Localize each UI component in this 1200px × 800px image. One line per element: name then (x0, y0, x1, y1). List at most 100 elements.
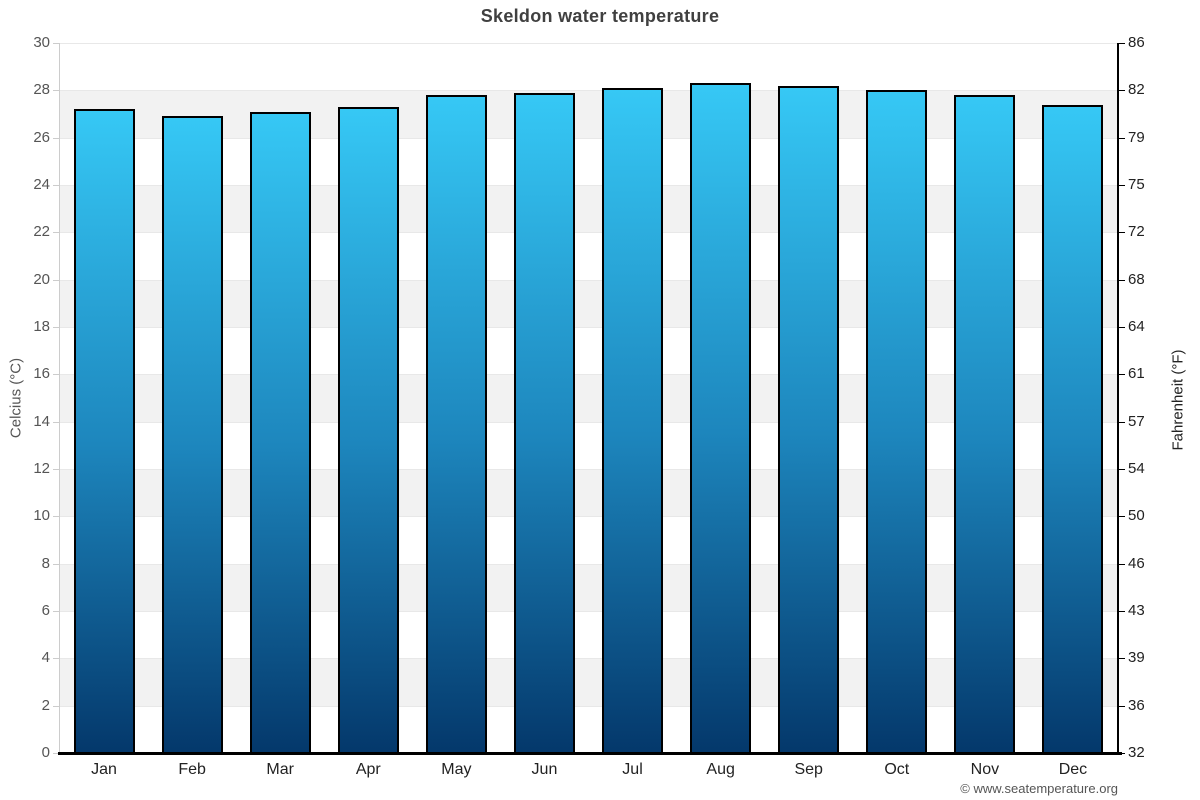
plot-area (60, 43, 1117, 754)
x-tick-label-aug: Aug (706, 761, 735, 778)
plot-band (60, 232, 1117, 280)
plot-band (60, 421, 1117, 469)
right-axis-tick (1119, 611, 1125, 612)
right-axis-tick (1119, 421, 1125, 423)
x-tick-label-feb: Feb (178, 761, 206, 778)
y-tick-label-celsius: 26 (33, 128, 50, 146)
left-axis-tick (53, 705, 59, 707)
plot-band (60, 90, 1117, 138)
right-axis-tick (1119, 90, 1125, 92)
gridline (60, 138, 1117, 139)
y-tick-label-fahrenheit: 75 (1128, 176, 1145, 193)
left-axis-tick (53, 753, 59, 754)
bar-mar[interactable] (249, 111, 311, 753)
y-axis-line-right (1117, 43, 1119, 753)
left-axis-tick (53, 516, 59, 518)
gridline (60, 185, 1117, 186)
gridline (60, 327, 1117, 328)
y-tick-label-fahrenheit: 57 (1128, 412, 1145, 430)
y-tick-label-celsius: 30 (33, 34, 50, 51)
left-axis-tick (53, 611, 59, 612)
bar-dec[interactable] (1042, 104, 1104, 753)
y-tick-label-fahrenheit: 68 (1128, 270, 1145, 288)
y-tick-label-celsius: 16 (33, 365, 50, 383)
bar-jul[interactable] (602, 88, 664, 753)
bar-feb[interactable] (161, 116, 223, 753)
chart-title: Skeldon water temperature (480, 6, 720, 26)
left-axis-tick (53, 185, 59, 186)
left-axis-tick (53, 90, 59, 92)
y-tick-label-celsius: 10 (33, 507, 50, 525)
bar-jan[interactable] (73, 109, 135, 753)
gridline (60, 564, 1117, 565)
y-tick-label-fahrenheit: 46 (1128, 554, 1145, 572)
plot-band (60, 705, 1117, 753)
left-axis-tick (53, 43, 59, 44)
plot-band (60, 469, 1117, 517)
bar-apr[interactable] (337, 106, 399, 753)
left-axis-tick (53, 137, 59, 139)
y-axis-title-celsius: Celcius (°C) (7, 357, 25, 439)
right-axis-tick (1119, 279, 1125, 281)
gridline (60, 706, 1117, 707)
plot-band (60, 185, 1117, 233)
y-tick-label-fahrenheit: 36 (1128, 696, 1145, 714)
gridline (60, 469, 1117, 470)
bar-oct[interactable] (866, 90, 928, 753)
gridline (60, 43, 1117, 44)
bar-sep[interactable] (778, 85, 840, 753)
right-axis-tick (1119, 185, 1125, 186)
y-tick-label-celsius: 8 (41, 554, 50, 572)
x-tick-label-may: May (441, 761, 472, 778)
x-tick-label-apr: Apr (355, 761, 381, 778)
y-tick-label-celsius: 0 (41, 744, 50, 761)
x-tick-label-dec: Dec (1058, 761, 1088, 778)
right-axis-tick (1119, 705, 1125, 707)
plot-band (60, 374, 1117, 422)
x-axis-line-bottom (58, 752, 1122, 755)
right-axis-tick (1119, 563, 1125, 565)
y-tick-label-celsius: 2 (41, 696, 50, 714)
y-tick-label-fahrenheit: 79 (1128, 128, 1145, 146)
right-axis-tick (1119, 327, 1125, 328)
right-axis-tick (1119, 137, 1125, 139)
y-tick-label-fahrenheit: 32 (1128, 744, 1145, 761)
bar-jun[interactable] (513, 92, 575, 753)
gridline (60, 658, 1117, 659)
x-tick-label-jun: Jun (531, 761, 558, 778)
x-tick-label-oct: Oct (884, 761, 910, 778)
right-axis-tick (1119, 753, 1125, 754)
x-tick-label-nov: Nov (970, 761, 1000, 778)
y-tick-label-fahrenheit: 64 (1128, 318, 1145, 335)
plot-band (60, 516, 1117, 564)
bar-may[interactable] (425, 95, 487, 753)
right-axis-tick (1119, 232, 1125, 234)
bar-nov[interactable] (954, 95, 1016, 753)
left-axis-tick (53, 658, 59, 660)
y-tick-label-fahrenheit: 50 (1128, 507, 1145, 525)
gridline (60, 232, 1117, 233)
left-axis-tick (53, 374, 59, 376)
plot-band (60, 43, 1117, 91)
left-axis-tick (53, 421, 59, 423)
right-axis-tick (1119, 374, 1125, 376)
right-axis-tick (1119, 469, 1125, 470)
x-tick-label-mar: Mar (266, 761, 294, 778)
left-axis-tick (53, 469, 59, 470)
right-axis-tick (1119, 43, 1125, 44)
y-tick-label-celsius: 18 (33, 318, 50, 335)
gridline (60, 516, 1117, 517)
gridline (60, 374, 1117, 375)
copyright-credit: © www.seatemperature.org (960, 781, 1118, 796)
y-tick-label-fahrenheit: 82 (1128, 81, 1145, 99)
y-tick-label-celsius: 4 (41, 649, 50, 667)
plot-band (60, 611, 1117, 659)
left-axis-tick (53, 279, 59, 281)
bar-aug[interactable] (690, 83, 752, 753)
gridline (60, 90, 1117, 91)
y-tick-label-fahrenheit: 54 (1128, 460, 1145, 477)
y-tick-label-fahrenheit: 43 (1128, 602, 1145, 619)
y-axis-title-fahrenheit: Fahrenheit (°F) (1169, 349, 1187, 451)
left-axis-tick (53, 327, 59, 328)
